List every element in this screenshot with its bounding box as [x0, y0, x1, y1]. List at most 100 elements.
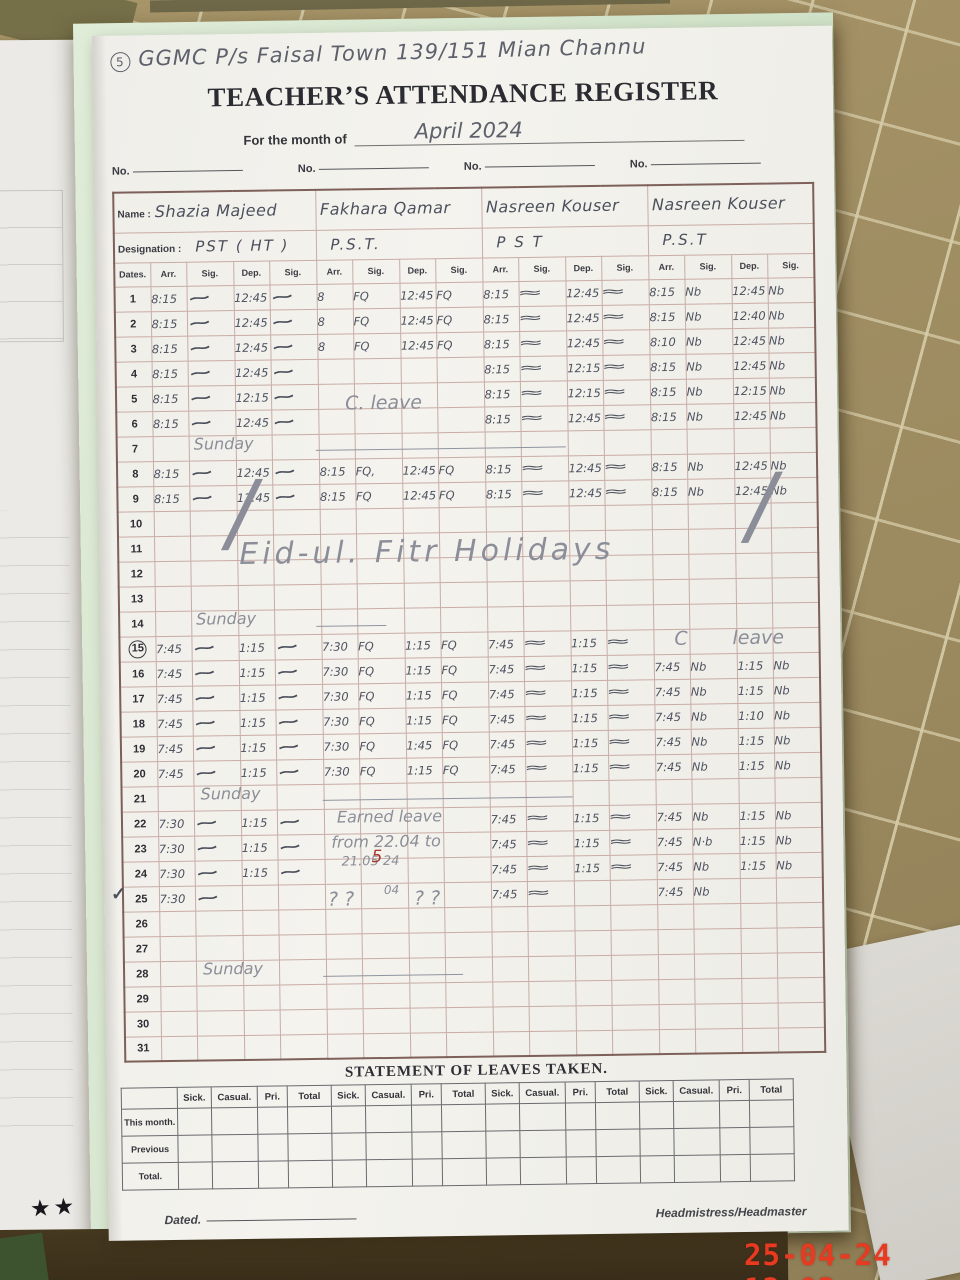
cell [575, 1029, 613, 1056]
cell [236, 509, 273, 536]
cell [273, 558, 321, 585]
signature-cell: ≈ [607, 804, 657, 830]
leave-cell [566, 1156, 597, 1184]
cell: Nb [686, 403, 734, 429]
leaves-table: Sick. Casual. Pri. Total Sick. Casual. Pri. Tot… [120, 1078, 796, 1191]
signature-cell: ≈ [524, 805, 574, 832]
cell: FQ [441, 731, 490, 758]
cell: 1:15 [239, 709, 276, 736]
dates-header: Dates. [114, 262, 151, 287]
cell [522, 555, 570, 582]
cell [188, 435, 236, 461]
leave-cell [441, 1104, 486, 1132]
cell [525, 780, 573, 807]
cell: 1:15 [239, 684, 276, 711]
signature-cell: ~ [189, 710, 240, 736]
signature-cell: ≈ [518, 405, 568, 432]
cell [735, 552, 772, 579]
leaves-column-header: Casual. [211, 1086, 258, 1108]
cell [196, 1009, 244, 1036]
cell: 8:15 [153, 485, 190, 512]
cell [486, 581, 524, 607]
cell [771, 576, 820, 603]
cell: 8:15 [650, 453, 688, 480]
column-header: Arr. [648, 254, 685, 280]
cell: 7:45 [487, 656, 525, 682]
cell [740, 952, 778, 979]
signature-cell: ~ [188, 635, 239, 661]
cell: 12:45 [732, 327, 769, 354]
date-cell: 21 [121, 786, 158, 812]
date-cell: 16 [119, 661, 157, 687]
leave-cell [365, 1132, 413, 1160]
leaves-column-header: Sick. [485, 1082, 520, 1105]
date-cell: 17 [120, 686, 157, 712]
leave-cell [719, 1127, 751, 1155]
cell [360, 857, 408, 884]
leave-cell [720, 1154, 751, 1182]
cell [741, 1002, 778, 1029]
cell: Nb [767, 276, 815, 303]
cell: 7:45 [490, 856, 527, 882]
cell [191, 610, 239, 636]
cell: 7:30 [321, 658, 359, 684]
leaves-column-header: Casual. [365, 1084, 412, 1106]
signature-cell: ≈ [517, 330, 567, 357]
cell: 1:15 [570, 654, 608, 681]
star-marks: ★★ [29, 1192, 79, 1222]
cell [610, 954, 659, 980]
cell [324, 833, 361, 859]
cell: 1:15 [240, 809, 278, 835]
cell: 12:15 [566, 379, 604, 406]
cell: Nb [768, 351, 816, 378]
cell [355, 507, 403, 534]
cell [777, 1026, 826, 1053]
cell [321, 608, 358, 634]
cell [401, 407, 438, 433]
cell [160, 985, 197, 1012]
cell: 8:15 [319, 483, 356, 509]
leave-cell [366, 1159, 413, 1187]
signature-cell: ~ [271, 683, 323, 710]
cell: Nb [687, 478, 735, 504]
cell: 7:45 [490, 831, 527, 857]
leave-cell [750, 1153, 795, 1182]
date-cell: 13 [118, 586, 156, 612]
leave-cell [331, 1105, 366, 1134]
cell [604, 529, 653, 555]
cell: 12:15 [234, 384, 272, 411]
cell [606, 604, 654, 630]
cell: Nb [684, 278, 732, 304]
cell [655, 778, 692, 805]
cell: Nb [773, 701, 821, 728]
cover-corner [0, 1232, 50, 1280]
cell [776, 901, 824, 928]
cell [610, 929, 658, 955]
cell: Nb [774, 751, 822, 778]
cell [409, 1032, 447, 1058]
cell [489, 781, 526, 807]
cell [611, 1029, 660, 1055]
leave-cell [287, 1133, 333, 1161]
cell: Nb [685, 378, 734, 404]
cell [160, 1035, 198, 1062]
cell [736, 602, 773, 629]
cell [528, 1005, 576, 1031]
column-header: Dep. [731, 253, 768, 279]
cell [772, 626, 820, 653]
signature-cell: ~ [183, 285, 234, 311]
cell [326, 1008, 363, 1034]
cell: 1:15 [239, 734, 277, 761]
school-line-text: GGMC P/s Faisal Town 139/151 Mian Channu [138, 34, 647, 71]
cell [272, 508, 321, 535]
cell [740, 927, 777, 954]
leave-cell [520, 1156, 567, 1185]
column-header: Sig. [435, 257, 483, 283]
signature-cell: ~ [189, 735, 241, 761]
no-blank-line [132, 169, 243, 173]
cell: 7:45 [155, 660, 193, 687]
cell [277, 883, 326, 910]
cell: 1:15 [737, 677, 774, 704]
cell [353, 357, 401, 384]
cell [360, 832, 408, 859]
